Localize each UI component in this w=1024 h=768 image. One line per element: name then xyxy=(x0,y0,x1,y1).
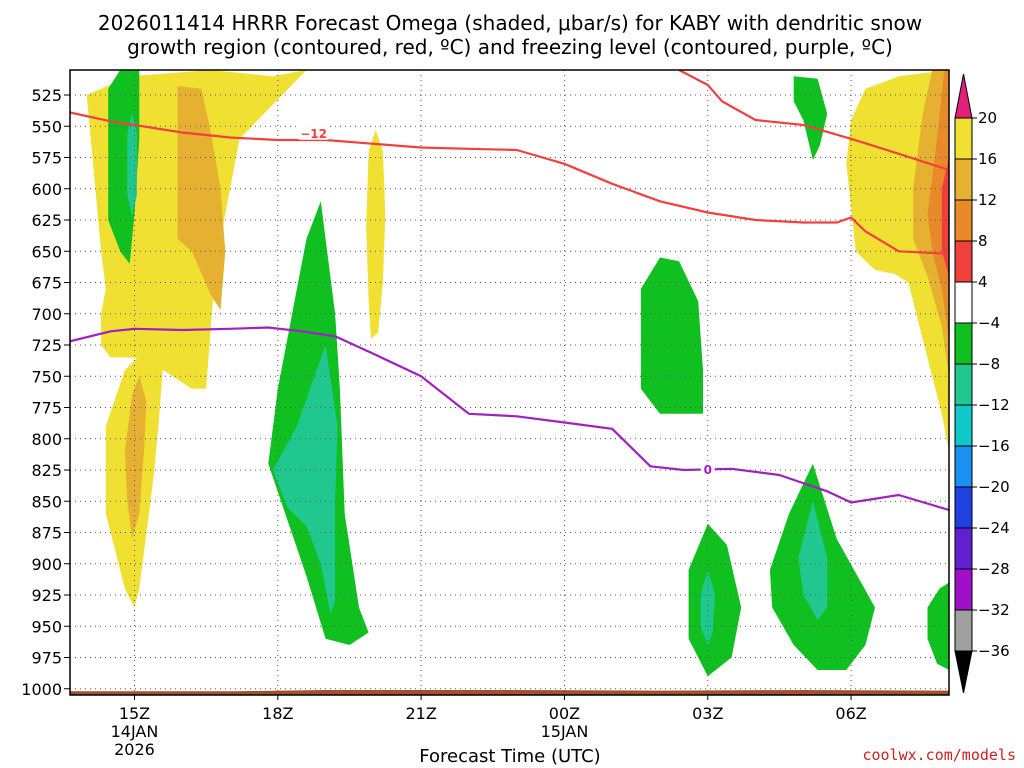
colorbar-bin-10 xyxy=(954,527,973,570)
omega-region-teal-03z xyxy=(700,570,715,645)
colorbar-label-5: −4 xyxy=(978,314,1000,332)
omega-region-teal-18z xyxy=(273,345,338,614)
colorbar-bin-11 xyxy=(954,568,973,611)
y-tick-label-700: 700 xyxy=(31,305,62,324)
x-tick-label-18Z: 18Z xyxy=(262,704,293,723)
contour-label-bg-dendritic-growth-minus-12 xyxy=(298,125,329,140)
colorbar-label-12: −32 xyxy=(978,601,1010,619)
colorbar-bottom-arrow xyxy=(954,650,973,694)
colorbar-label-9: −20 xyxy=(978,478,1010,496)
x-tick-label-21Z: 21Z xyxy=(405,704,436,723)
colorbar-label-4: 4 xyxy=(978,273,988,291)
omega-region-orange-left-upper xyxy=(177,86,226,310)
omega-region-yellow-thin-21z xyxy=(366,130,386,339)
x-tick-label-15Z: 15Z xyxy=(119,704,150,723)
y-tick-label-525: 525 xyxy=(31,86,62,105)
omega-region-teal-left xyxy=(127,113,137,217)
colorbar-label-0: 20 xyxy=(978,109,997,127)
y-tick-label-625: 625 xyxy=(31,211,62,230)
y-tick-label-875: 875 xyxy=(31,524,62,543)
colorbar-bin-0 xyxy=(954,117,973,160)
contour-lines xyxy=(70,70,949,512)
y-tick-label-775: 775 xyxy=(31,399,62,418)
y-axis-ticks: 525 550 575 600 625 650 675 700 725 750 775 800 825 8… xyxy=(21,86,70,699)
colorbar-bin-3 xyxy=(954,240,973,283)
omega-region-orange-left-lower xyxy=(124,376,147,539)
y-tick-label-800: 800 xyxy=(31,430,62,449)
colorbar: 20 16 12 8 4 −4 −8 −12 −16 −20 −24 −28 −32 −36 xyxy=(954,73,1010,694)
y-tick-label-950: 950 xyxy=(31,617,62,636)
colorbar-bin-9 xyxy=(954,486,973,529)
contour-dendritic-growth-minus-12 xyxy=(70,111,949,255)
omega-region-brown-surface xyxy=(70,690,949,695)
omega-region-green-03z-mid xyxy=(640,257,703,414)
y-tick-label-575: 575 xyxy=(31,149,62,168)
colorbar-label-13: −36 xyxy=(978,642,1010,660)
y-tick-label-550: 550 xyxy=(31,117,62,136)
title-line-1: 2026011414 HRRR Forecast Omega (shaded, … xyxy=(98,11,922,35)
colorbar-label-10: −24 xyxy=(978,519,1010,537)
y-tick-label-850: 850 xyxy=(31,492,62,511)
contour-dendritic-growth-minus-12-upper xyxy=(678,70,949,172)
colorbar-label-8: −16 xyxy=(978,437,1010,455)
colorbar-label-6: −8 xyxy=(978,355,1000,373)
omega-region-green-03z-low xyxy=(688,523,742,677)
x-tick-label-03Z: 03Z xyxy=(692,704,723,723)
x-axis-label: Forecast Time (UTC) xyxy=(419,746,600,767)
x-tick-label-00Z: 00Z xyxy=(549,704,580,723)
y-tick-label-675: 675 xyxy=(31,274,62,293)
omega-region-green-right-low xyxy=(927,582,949,670)
contour-label-freezing-level-0: 0 xyxy=(704,463,712,477)
y-tick-label-900: 900 xyxy=(31,555,62,574)
colorbar-label-7: −12 xyxy=(978,396,1010,414)
y-tick-label-1000: 1000 xyxy=(21,680,62,699)
omega-region-red-right xyxy=(941,157,949,277)
y-tick-label-750: 750 xyxy=(31,367,62,386)
omega-region-dark-orange-right xyxy=(927,70,949,339)
colorbar-label-11: −28 xyxy=(978,560,1010,578)
colorbar-label-2: 12 xyxy=(978,191,997,209)
colorbar-bin-2 xyxy=(954,199,973,242)
colorbar-label-1: 16 xyxy=(978,150,997,168)
colorbar-bin-12 xyxy=(954,609,973,652)
contour-freezing-level-0 xyxy=(70,326,949,512)
omega-region-teal-05z xyxy=(798,501,828,620)
x-tick-label-06Z: 06Z xyxy=(835,704,866,723)
colorbar-bin-5 xyxy=(954,322,973,365)
x-tick-date-15Z: 14JAN xyxy=(111,722,159,741)
omega-shading xyxy=(70,70,949,695)
y-tick-label-650: 650 xyxy=(31,242,62,261)
x-tick-year-15Z: 2026 xyxy=(114,740,155,759)
plot-frame xyxy=(69,69,950,696)
colorbar-bin-8 xyxy=(954,445,973,488)
omega-region-green-05z-upper xyxy=(793,76,828,160)
y-tick-label-975: 975 xyxy=(31,649,62,668)
credit-text: coolwx.com/models xyxy=(862,746,1016,764)
colorbar-bin-4 xyxy=(954,281,973,324)
contour-label-bg-freezing-level-0 xyxy=(700,462,715,476)
colorbar-label-3: 8 xyxy=(978,232,988,250)
y-tick-label-925: 925 xyxy=(31,586,62,605)
title-line-2: growth region (contoured, red, ºC) and f… xyxy=(127,35,893,59)
x-tick-date-00Z: 15JAN xyxy=(541,722,589,741)
y-tick-label-600: 600 xyxy=(31,180,62,199)
y-tick-label-725: 725 xyxy=(31,336,62,355)
contour-labels: −12 0 xyxy=(298,125,715,477)
colorbar-bin-6 xyxy=(954,363,973,406)
contour-label-dendritic-growth-minus-12: −12 xyxy=(300,127,327,141)
y-tick-label-825: 825 xyxy=(31,461,62,480)
colorbar-bin-1 xyxy=(954,158,973,201)
colorbar-bin-7 xyxy=(954,404,973,447)
grid-lines xyxy=(70,70,949,695)
